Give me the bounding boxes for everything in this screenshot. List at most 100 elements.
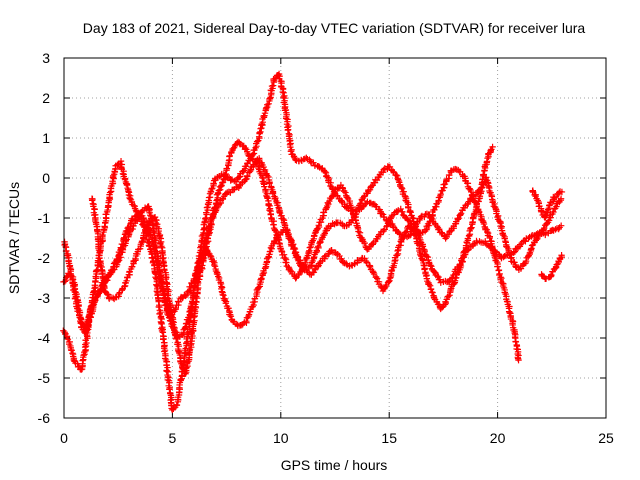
- data-point: [361, 239, 368, 247]
- data-point: [211, 204, 218, 212]
- data-point: [315, 243, 322, 250]
- data-point: [502, 252, 510, 259]
- series-track-5: [529, 187, 566, 283]
- data-point: [369, 241, 376, 248]
- data-point: [208, 185, 215, 193]
- series-track-3: [60, 143, 496, 337]
- data-point: [407, 220, 414, 227]
- data-point: [280, 93, 287, 101]
- data-point: [255, 164, 262, 172]
- data-point: [93, 267, 100, 274]
- data-point: [199, 262, 206, 269]
- data-point: [258, 275, 265, 282]
- data-point: [266, 207, 273, 214]
- data-point: [321, 253, 328, 260]
- data-point: [91, 206, 98, 213]
- data-point: [274, 232, 281, 240]
- data-point: [106, 189, 114, 196]
- data-point: [181, 353, 188, 360]
- data-point: [306, 244, 314, 251]
- data-point: [182, 292, 189, 300]
- data-point: [144, 239, 152, 246]
- data-point: [315, 163, 322, 170]
- data-point: [150, 228, 157, 235]
- data-point: [265, 201, 272, 209]
- data-point: [477, 184, 485, 192]
- data-point: [386, 274, 394, 282]
- data-point: [356, 200, 364, 208]
- data-point: [387, 215, 394, 222]
- x-tick-label: 20: [490, 430, 506, 446]
- data-point: [544, 206, 552, 213]
- data-marks: [60, 70, 566, 414]
- data-point: [548, 271, 555, 279]
- y-tick-label: -3: [38, 290, 51, 306]
- data-point: [525, 252, 532, 259]
- y-tick-label: -5: [38, 370, 51, 386]
- data-point: [215, 273, 222, 280]
- data-point: [550, 208, 557, 216]
- data-point: [287, 267, 294, 275]
- data-point: [522, 257, 530, 265]
- data-point: [479, 176, 486, 183]
- data-point: [557, 195, 565, 202]
- data-point: [175, 298, 183, 306]
- y-tick-label: 3: [42, 50, 50, 66]
- data-point: [264, 101, 271, 108]
- data-point: [396, 230, 403, 237]
- data-point: [223, 165, 231, 172]
- data-point: [154, 257, 161, 264]
- data-point: [512, 338, 520, 346]
- data-point: [239, 168, 247, 176]
- data-point: [203, 239, 211, 246]
- data-point: [484, 154, 491, 162]
- data-point: [235, 173, 243, 181]
- data-point: [199, 255, 207, 263]
- data-point: [158, 243, 165, 250]
- data-point: [117, 254, 124, 261]
- data-point: [484, 228, 491, 236]
- x-tick-label: 10: [273, 430, 289, 446]
- data-point: [427, 285, 435, 293]
- data-point: [271, 227, 279, 234]
- data-point: [370, 269, 377, 276]
- x-tick-label: 0: [60, 430, 68, 446]
- data-point: [282, 115, 290, 122]
- data-point: [259, 270, 266, 278]
- data-point: [152, 219, 160, 227]
- data-point: [385, 278, 392, 285]
- data-point: [129, 225, 136, 233]
- data-point: [201, 252, 208, 259]
- x-axis-label: GPS time / hours: [281, 457, 388, 473]
- data-point: [469, 214, 477, 221]
- data-point: [314, 263, 322, 270]
- data-point: [219, 291, 226, 298]
- data-point: [97, 286, 104, 293]
- data-point: [558, 188, 566, 196]
- data-point: [173, 335, 180, 343]
- data-point: [340, 188, 348, 195]
- data-point: [284, 126, 292, 134]
- data-point: [213, 197, 220, 204]
- series-track-4: [88, 138, 522, 377]
- data-point: [492, 257, 499, 264]
- data-point: [195, 260, 203, 268]
- data-point: [466, 185, 473, 192]
- data-point: [409, 214, 416, 221]
- data-point: [146, 218, 153, 226]
- data-point: [114, 257, 122, 265]
- data-point: [75, 302, 82, 310]
- data-point: [541, 224, 548, 232]
- data-point: [427, 262, 434, 269]
- data-point: [212, 267, 220, 275]
- data-point: [215, 187, 223, 194]
- data-point: [115, 290, 123, 298]
- data-point: [372, 274, 380, 281]
- data-point: [369, 267, 376, 275]
- data-point: [73, 293, 80, 301]
- data-point: [392, 171, 400, 179]
- data-point: [380, 166, 387, 173]
- data-point: [339, 259, 347, 266]
- data-point: [159, 288, 167, 295]
- data-point: [528, 245, 535, 252]
